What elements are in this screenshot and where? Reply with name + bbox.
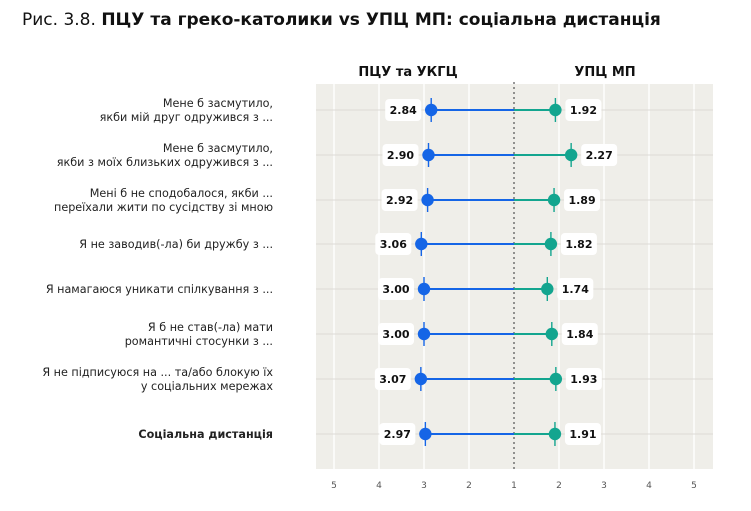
value-label-right: 1.74 <box>562 283 589 296</box>
plot-background <box>316 84 713 469</box>
x-tick-label: 4 <box>646 481 652 491</box>
value-label-right: 1.92 <box>570 104 597 117</box>
value-label-left: 2.92 <box>386 194 413 207</box>
row-label: Мене б засмутило, <box>163 142 273 155</box>
x-tick-label: 2 <box>466 481 472 491</box>
row-label: Соціальна дистанція <box>138 428 273 441</box>
value-label-box-right <box>565 368 602 390</box>
figure-number: Рис. 3.8. <box>22 10 96 30</box>
dot-right <box>545 327 558 341</box>
value-label-box-left <box>378 278 414 300</box>
value-label-right: 2.27 <box>586 149 613 162</box>
x-tick-label: 3 <box>421 481 427 491</box>
figure-title-text: ПЦУ та греко-католики vs УПЦ МП: соціаль… <box>101 10 661 30</box>
row-label: у соціальних мережах <box>141 380 273 393</box>
dot-right <box>544 237 558 251</box>
group-label-left: ПЦУ та УКГЦ <box>358 65 457 80</box>
value-label-right: 1.91 <box>569 428 596 441</box>
value-label-left: 3.07 <box>379 373 406 386</box>
figure-title: Рис. 3.8. ПЦУ та греко-католики vs УПЦ М… <box>22 10 661 30</box>
value-label-left: 2.90 <box>387 149 414 162</box>
dot-right <box>549 372 563 386</box>
dot-left <box>419 427 432 441</box>
value-label-box-right <box>561 323 598 345</box>
row-label: Я не заводив(-ла) би дружбу з ... <box>79 238 273 251</box>
value-label-box-left <box>378 323 414 345</box>
dot-left <box>417 327 431 341</box>
value-label-left: 2.84 <box>390 104 417 117</box>
row-label: якби з моїх близьких одружився з ... <box>57 156 273 169</box>
value-label-box-left <box>381 189 418 211</box>
dot-right <box>564 148 578 162</box>
row-label: Я не підписуюся на ... та/або блокую їх <box>42 366 273 379</box>
value-label-right: 1.84 <box>566 328 593 341</box>
value-label-box-right <box>564 189 601 211</box>
row-label: Мені б не сподобалося, якби ... <box>90 187 273 200</box>
dot-right <box>541 282 554 296</box>
dot-right <box>547 193 561 207</box>
dot-left <box>417 282 431 296</box>
dot-left <box>414 372 428 386</box>
value-label-box-left <box>385 99 422 121</box>
row-label: переїхали жити по сусідству зі мною <box>54 201 273 214</box>
dot-left <box>425 103 438 117</box>
value-label-right: 1.89 <box>568 194 595 207</box>
dot-left <box>421 193 434 207</box>
x-tick-label: 4 <box>376 481 382 491</box>
row-label: Мене б засмутило, <box>163 97 273 110</box>
dot-left <box>422 148 435 162</box>
dot-left <box>415 237 428 251</box>
value-label-box-left <box>382 144 419 166</box>
row-label: Я б не став(-ла) мати <box>148 321 273 334</box>
dot-right <box>548 427 562 441</box>
x-tick-label: 1 <box>511 481 517 491</box>
row-label: романтичні стосунки з ... <box>125 335 273 348</box>
value-label-box-left <box>379 423 416 445</box>
group-label-right: УПЦ МП <box>574 65 635 80</box>
value-label-box-right <box>557 278 594 300</box>
value-label-box-right <box>565 99 602 121</box>
value-label-box-right <box>560 233 597 255</box>
value-label-left: 3.00 <box>382 328 409 341</box>
row-label: Я намагаюся уникати спілкування з ... <box>46 283 273 296</box>
row-label: якби мій друг одружився з ... <box>100 111 273 124</box>
value-label-box-left <box>375 233 412 255</box>
x-tick-label: 5 <box>331 481 337 491</box>
value-label-right: 1.93 <box>570 373 597 386</box>
dot-right <box>549 103 562 117</box>
value-label-box-right <box>564 423 601 445</box>
value-label-left: 3.00 <box>382 283 409 296</box>
value-label-box-left <box>374 368 411 390</box>
value-label-left: 3.06 <box>380 238 407 251</box>
value-label-box-right <box>581 144 618 166</box>
value-label-right: 1.82 <box>565 238 592 251</box>
x-tick-label: 3 <box>601 481 607 491</box>
value-label-left: 2.97 <box>384 428 411 441</box>
x-tick-label: 2 <box>556 481 562 491</box>
x-tick-label: 5 <box>691 481 697 491</box>
